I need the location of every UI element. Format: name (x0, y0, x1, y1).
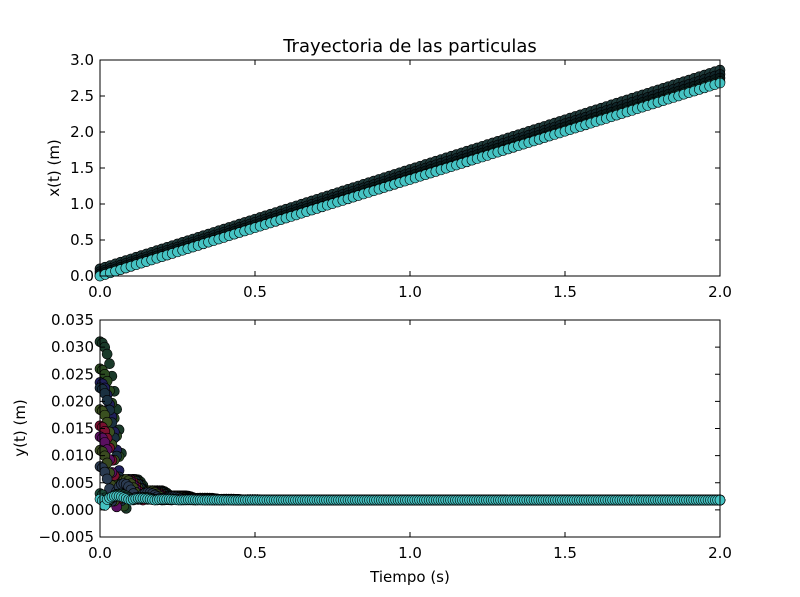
top-chart: Trayectoria de las particulas 0.0 0.5 1.0 1… (45, 36, 732, 301)
y-tick-label: −0.005 (38, 528, 94, 546)
y-tick-label: 0.010 (51, 447, 94, 465)
bottom-ticks: 0.0 0.5 1.0 1.5 2.0 −0.005 0.000 0.005 0.010 0.01… (38, 311, 731, 562)
y-tick-label: 0.035 (51, 311, 94, 329)
top-ticks: 0.0 0.5 1.0 1.5 2.0 0.0 0.5 1.0 1.5 2.0 2.5 3.0 (70, 51, 732, 301)
y-tick-label: 0.0 (70, 267, 94, 285)
series-y-3 (94, 382, 726, 506)
y-tick-label: 2.0 (70, 123, 94, 141)
top-data-marks (94, 64, 726, 282)
top-y-axis-label: x(t) (m) (45, 139, 63, 197)
y-tick-label: 2.5 (70, 87, 94, 105)
y-tick-label: 0.030 (51, 338, 94, 356)
x-tick-label: 1.5 (553, 283, 577, 301)
series-y-2 (94, 377, 726, 506)
y-tick-label: 0.000 (51, 501, 94, 519)
series-y-1 (94, 363, 726, 512)
x-tick-label: 2.0 (708, 283, 732, 301)
bottom-y-axis-label: y(t) (m) (11, 399, 29, 457)
series-y-10 (94, 490, 726, 511)
x-tick-label: 1.0 (398, 283, 422, 301)
y-tick-label: 0.015 (51, 420, 94, 438)
x-tick-label: 0.0 (88, 283, 112, 301)
x-tick-label: 0.0 (88, 544, 112, 562)
y-tick-label: 0.025 (51, 365, 94, 383)
x-tick-label: 0.5 (243, 283, 267, 301)
x-tick-label: 1.0 (398, 544, 422, 562)
x-tick-label: 1.5 (553, 544, 577, 562)
series-y-0 (94, 336, 726, 514)
bottom-data-marks (94, 336, 726, 514)
data-point (101, 348, 113, 360)
y-tick-label: 3.0 (70, 51, 94, 69)
y-tick-label: 0.020 (51, 392, 94, 410)
y-tick-label: 1.5 (70, 159, 94, 177)
data-point (101, 395, 113, 406)
bottom-chart: 0.0 0.5 1.0 1.5 2.0 −0.005 0.000 0.005 0.010 0.01… (11, 311, 732, 586)
data-point (104, 358, 115, 370)
x-tick-label: 0.5 (243, 544, 267, 562)
chart-title: Trayectoria de las particulas (282, 36, 537, 57)
series-y-4 (94, 404, 726, 506)
y-tick-label: 1.0 (70, 195, 94, 213)
y-tick-label: 0.005 (51, 474, 94, 492)
x-axis-label: Tiempo (s) (369, 568, 450, 586)
y-tick-label: 0.5 (70, 231, 94, 249)
x-tick-label: 2.0 (708, 544, 732, 562)
series-x-4 (94, 77, 726, 282)
